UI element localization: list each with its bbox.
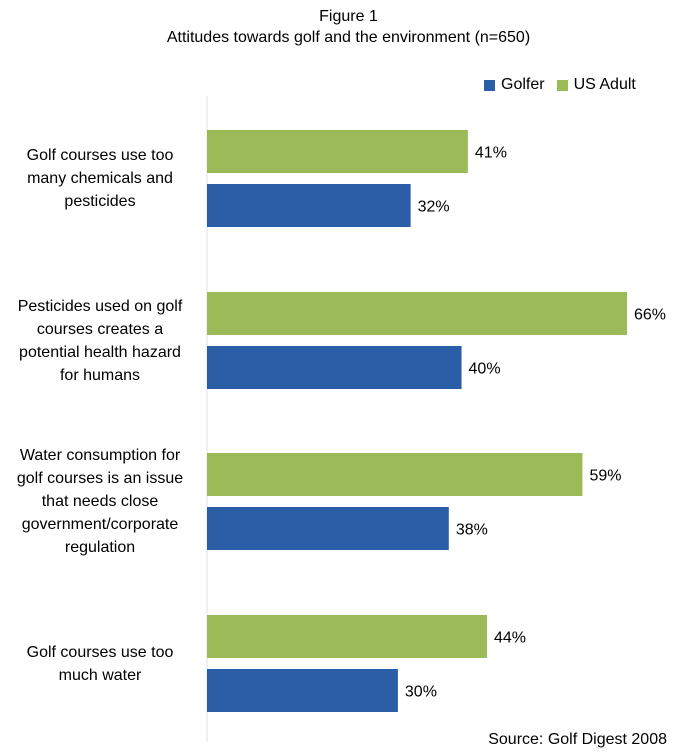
legend-item-golfer: Golfer xyxy=(484,76,545,94)
data-label-golfer-2: 40% xyxy=(469,361,501,378)
legend-label-us-adult: US Adult xyxy=(573,76,636,93)
data-label-us-adult-4: 44% xyxy=(494,630,526,647)
bar-golfer-2 xyxy=(207,346,462,389)
category-label-line: many chemicals and xyxy=(27,170,173,187)
data-label-us-adult-3: 59% xyxy=(589,468,621,485)
bar-us-adult-3 xyxy=(207,453,583,496)
legend: Golfer US Adult xyxy=(484,76,648,94)
figure-label: Figure 1 xyxy=(319,8,378,25)
category-label-line: much water xyxy=(58,666,142,684)
legend-item-us-adult: US Adult xyxy=(556,76,636,94)
category-label-line: golf courses is an issue xyxy=(16,470,184,487)
category-label-line: regulation xyxy=(64,539,136,556)
category-label-line: government/corporate xyxy=(21,516,179,533)
bar-us-adult-1 xyxy=(207,130,468,173)
chart-title: Attitudes towards golf and the environme… xyxy=(166,29,531,46)
category-label-line: potential health hazard xyxy=(19,343,181,361)
data-label-us-adult-2: 66% xyxy=(634,307,666,324)
source-note: Source: Golf Digest 2008 xyxy=(488,731,667,748)
category-label-line: pesticides xyxy=(64,193,136,210)
category-label-3: Water consumption for golf courses is an … xyxy=(0,444,200,559)
legend-label-golfer: Golfer xyxy=(501,76,545,93)
data-label-golfer-1: 32% xyxy=(418,199,450,216)
data-label-us-adult-1: 41% xyxy=(475,145,507,162)
category-label-line: Golf courses use too xyxy=(26,643,174,661)
legend-swatch-golfer xyxy=(484,79,495,91)
category-label-2: Pesticides used on golf courses creates a… xyxy=(0,295,200,387)
category-label-4: Golf courses use too much water xyxy=(0,641,200,687)
category-label-1: Golf courses use too many chemicals and pe… xyxy=(0,144,200,213)
category-label-line: Water consumption for xyxy=(19,447,181,464)
category-label-line: Golf courses use too xyxy=(26,147,174,164)
bar-golfer-3 xyxy=(207,507,449,550)
legend-swatch-us-adult xyxy=(556,79,568,91)
bar-golfer-4 xyxy=(207,669,398,712)
bar-us-adult-2 xyxy=(207,292,627,335)
bar-golfer-1 xyxy=(207,184,411,227)
data-label-golfer-3: 38% xyxy=(456,522,488,539)
category-label-line: for humans xyxy=(59,366,141,384)
data-label-golfer-4: 30% xyxy=(405,684,437,701)
bar-us-adult-4 xyxy=(207,615,487,658)
category-label-line: Pesticides used on golf xyxy=(17,297,183,315)
category-label-line: that needs close xyxy=(41,493,159,510)
category-label-line: courses creates a xyxy=(36,320,164,338)
